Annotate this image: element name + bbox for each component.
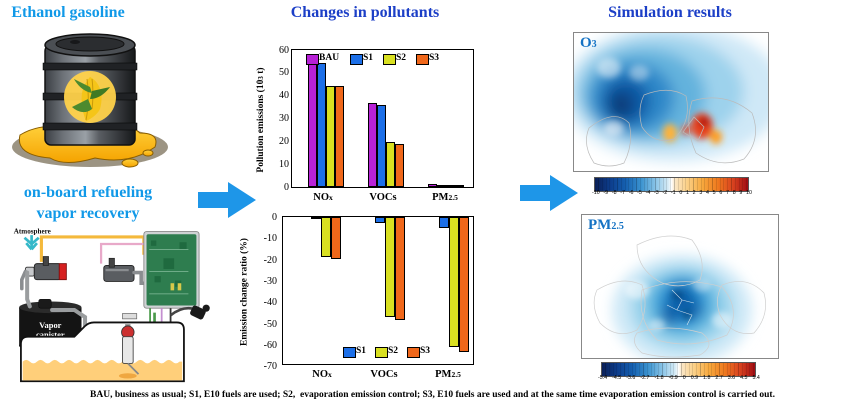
- svg-text:Atmosphere: Atmosphere: [14, 228, 51, 235]
- svg-text:Vapor: Vapor: [39, 320, 61, 330]
